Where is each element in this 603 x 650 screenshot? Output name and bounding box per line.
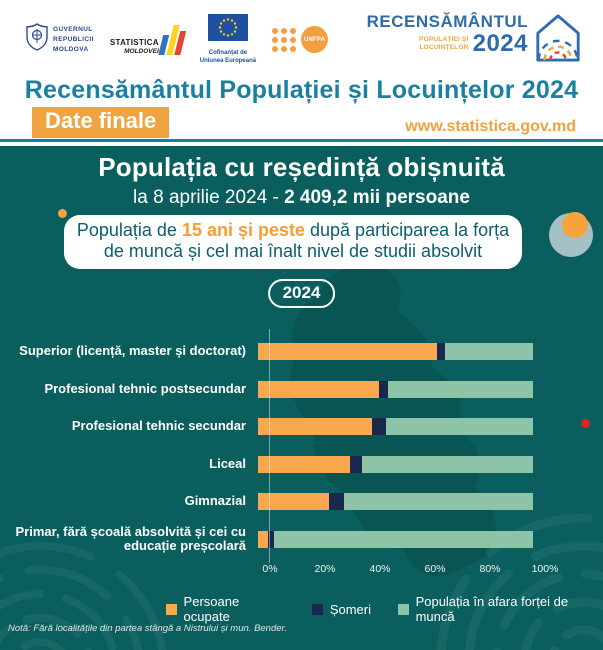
category-label: Profesional tehnic postsecundar [44,380,246,396]
category-label: Primar, fără școală absolvită și cei cu … [15,523,246,554]
stacked-bar-chart: Superior (licență, master și doctorat) P… [0,329,603,575]
y-axis-line [269,329,270,563]
website-link[interactable]: www.statistica.gov.md [405,118,576,135]
header-divider [0,139,603,142]
legend-item-afara: Populația în afara forței de muncă [398,594,603,624]
stacked-bar [258,493,533,511]
infographic-body: Populația cu reședință obișnuită la 8 ap… [0,146,603,650]
unfpa-logo: UNFPA [272,26,329,54]
legend-swatch-navy [311,603,323,615]
stacked-bar [258,380,533,398]
chart-row: Profesional tehnic postsecundar [0,371,603,409]
partner-logos: GUVERNUL REPUBLICII MOLDOVA STATISTICA M… [26,14,329,66]
stacked-bar [258,530,533,548]
category-label: Superior (licență, master și doctorat) [19,343,246,359]
header: GUVERNUL REPUBLICII MOLDOVA STATISTICA M… [0,0,603,146]
government-logo-text: GUVERNUL REPUBLICII MOLDOVA [53,26,94,53]
category-label: Liceal [209,455,246,471]
bar-segment-ocupate [258,530,268,548]
x-tick: 60% [424,563,446,575]
eu-flag-icon [207,14,248,46]
date-finale-badge: Date finale [32,107,170,138]
page-title: Recensământul Populației și Locuințelor … [24,76,579,104]
unfpa-dots-icon [272,27,297,52]
x-tick: 100% [531,563,559,575]
stacked-bar [258,418,533,436]
chart-row: Gimnazial [0,483,603,521]
legend-swatch-green [398,603,409,615]
orange-circle-decoration [562,212,588,238]
bar-segment-someri [379,380,389,398]
footnote: Notă: Fără localitățile din partea stâng… [8,623,287,634]
bar-segment-ocupate [258,380,379,398]
bar-segment-afara [444,343,533,361]
bar-segment-afara [344,493,533,511]
legend-item-ocupate: Persoane ocupate [166,594,285,624]
x-axis-ticks: 0% 20% 40% 60% 80% 100% [262,563,558,577]
category-label: Gimnazial [184,493,246,509]
statistica-moldovei-logo: STATISTICA MOLDOVEI [109,24,187,55]
chart-legend: Persoane ocupate Șomeri Populația în afa… [166,594,603,624]
flag-bars-icon [158,24,187,55]
orange-dot-decoration [58,209,67,218]
bar-segment-ocupate [258,418,373,436]
bar-segment-someri [267,530,274,548]
bar-segment-afara [362,455,533,473]
bar-segment-someri [350,455,363,473]
bar-segment-afara [273,530,533,548]
stacked-bar [258,343,533,361]
bar-segment-afara [386,418,533,436]
x-tick: 0% [262,563,278,575]
section-subheading: la 8 aprilie 2024 - 2 409,2 mii persoane [133,187,470,208]
chart-row: Liceal [0,446,603,484]
government-logo: GUVERNUL REPUBLICII MOLDOVA [26,23,94,56]
chart-title-callout: Populația de 15 ani și peste după partic… [64,215,522,270]
chart-row: Primar, fără școală absolvită și cei cu … [0,521,603,559]
bar-segment-ocupate [258,343,438,361]
bar-segment-someri [372,418,387,436]
house-icon [533,12,583,69]
red-dot-decoration [581,419,590,428]
chart-row: Superior (licență, master și doctorat) [0,333,603,371]
census-logo-subtitle: POPULAȚIEI ȘI LOCUINȚELOR [419,35,469,51]
statistica-logo-text: STATISTICA MOLDOVEI [109,37,159,55]
x-tick: 20% [314,563,336,575]
bar-segment-ocupate [258,493,329,511]
section-heading: Populația cu reședință obișnuită [98,152,505,182]
bar-segment-someri [437,343,445,361]
bar-segment-ocupate [258,455,351,473]
legend-swatch-orange [166,603,177,615]
year-badge: 2024 [267,279,336,308]
category-label: Profesional tehnic secundar [71,418,246,434]
stacked-bar [258,455,533,473]
eu-caption: Cofinanțat de Uniunea Europeană [199,50,257,65]
x-tick: 40% [369,563,391,575]
bar-segment-someri [328,493,345,511]
chart-row: Profesional tehnic secundar [0,408,603,446]
census-2024-logo: RECENSĂMÂNTUL POPULAȚIEI ȘI LOCUINȚELOR … [367,12,583,69]
eu-cofunded-logo: Cofinanțat de Uniunea Europeană [200,14,256,66]
x-tick: 80% [479,563,501,575]
coat-of-arms-icon [26,23,48,56]
bar-segment-afara [388,380,533,398]
legend-item-someri: Șomeri [311,602,371,617]
unfpa-globe-icon: UNFPA [301,26,329,54]
